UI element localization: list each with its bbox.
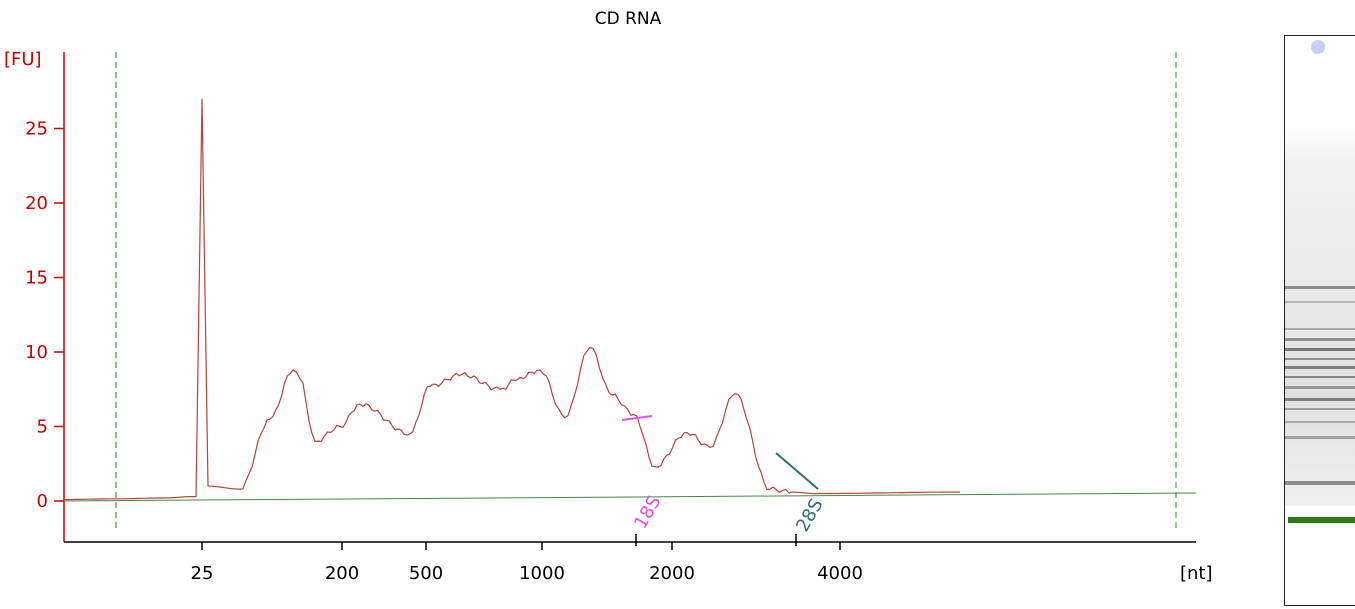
y-tick-label: 0 <box>37 491 48 512</box>
y-tick-label: 20 <box>25 193 48 214</box>
x-tick-label: 500 <box>409 563 443 584</box>
gel-band <box>1285 338 1355 341</box>
gel-band <box>1285 328 1355 330</box>
y-tick-label: 25 <box>25 119 48 140</box>
peak-18S-area-line <box>621 415 653 421</box>
gel-band <box>1285 348 1355 351</box>
gel-band <box>1285 421 1355 423</box>
y-tick-label: 15 <box>25 268 48 289</box>
sample-dot-icon <box>1311 40 1325 54</box>
gel-band <box>1285 286 1355 289</box>
x-tick-label: 2000 <box>649 563 695 584</box>
gel-band <box>1285 408 1355 410</box>
peak-18S-label: 18S <box>630 492 665 532</box>
y-tick-label: 5 <box>37 417 48 438</box>
gel-band <box>1285 358 1355 360</box>
gel-band <box>1285 301 1355 303</box>
x-axis-label: [nt] <box>1180 563 1213 584</box>
baseline <box>63 492 1197 502</box>
gel-lane <box>1284 35 1355 606</box>
x-tick-label: 1000 <box>519 563 565 584</box>
gel-band <box>1285 481 1355 485</box>
y-axis-label: [FU] <box>4 49 42 70</box>
gel-band <box>1285 398 1355 401</box>
gel-smear <box>1285 126 1355 506</box>
y-tick-label: 10 <box>25 342 48 363</box>
peak-28S-label: 28S <box>792 495 827 535</box>
x-tick-label: 25 <box>191 563 214 584</box>
gel-band <box>1285 386 1355 389</box>
chart-title: CD RNA <box>595 9 662 29</box>
gel-band <box>1285 366 1355 369</box>
x-tick-label: 4000 <box>817 563 863 584</box>
y-ticks: 0 5 10 15 20 25 <box>25 119 64 512</box>
x-ticks: 25 200 500 1000 2000 4000 <box>191 542 863 584</box>
fluorescence-trace <box>63 98 960 501</box>
gel-band <box>1285 436 1355 439</box>
gel-band <box>1285 376 1355 378</box>
x-tick-label: 200 <box>325 563 359 584</box>
peak-28S-area-line <box>775 452 819 490</box>
lower-marker-band <box>1288 517 1355 523</box>
